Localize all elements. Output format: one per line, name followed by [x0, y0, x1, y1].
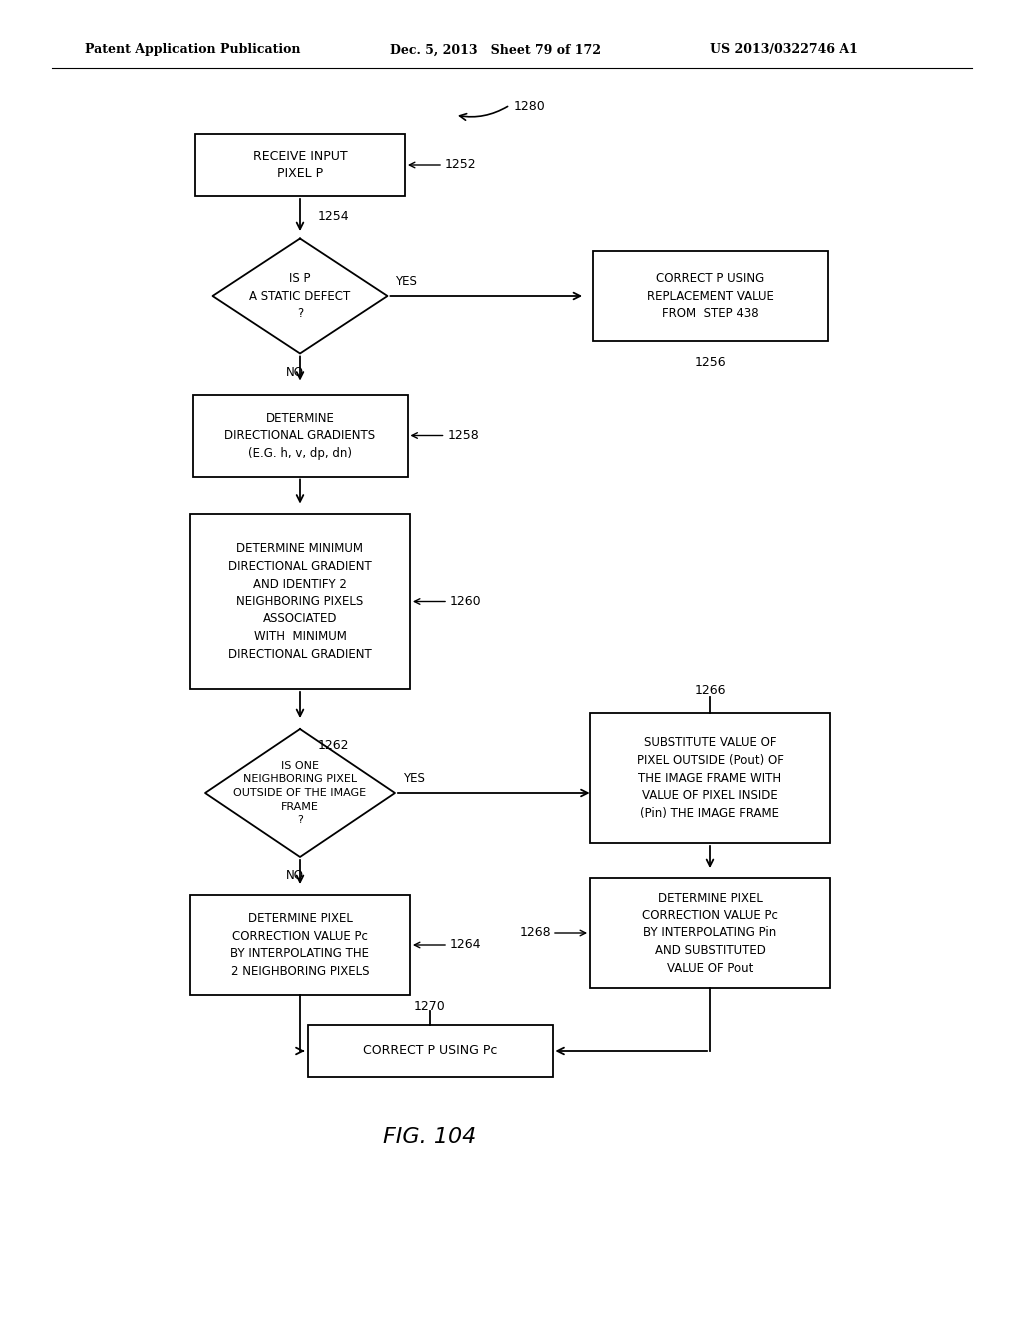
Text: 1262: 1262	[318, 739, 349, 752]
Text: YES: YES	[403, 772, 425, 785]
Bar	[190, 895, 410, 995]
Text: IS ONE
NEIGHBORING PIXEL
OUTSIDE OF THE IMAGE
FRAME
?: IS ONE NEIGHBORING PIXEL OUTSIDE OF THE …	[233, 760, 367, 825]
Text: YES: YES	[395, 275, 418, 288]
Text: 1270: 1270	[414, 1001, 445, 1014]
Bar	[190, 513, 410, 689]
Text: DETERMINE PIXEL
CORRECTION VALUE Pc
BY INTERPOLATING Pin
AND SUBSTITUTED
VALUE O: DETERMINE PIXEL CORRECTION VALUE Pc BY I…	[642, 891, 778, 974]
Text: 1266: 1266	[694, 685, 726, 697]
Text: DETERMINE MINIMUM
DIRECTIONAL GRADIENT
AND IDENTIFY 2
NEIGHBORING PIXELS
ASSOCIA: DETERMINE MINIMUM DIRECTIONAL GRADIENT A…	[228, 543, 372, 660]
Text: 1264: 1264	[450, 939, 481, 952]
Bar	[193, 395, 408, 477]
Text: CORRECT P USING Pc: CORRECT P USING Pc	[362, 1044, 498, 1057]
Text: 1254: 1254	[318, 210, 349, 223]
Text: FIG. 104: FIG. 104	[383, 1127, 476, 1147]
Text: CORRECT P USING
REPLACEMENT VALUE
FROM  STEP 438: CORRECT P USING REPLACEMENT VALUE FROM S…	[646, 272, 773, 319]
Text: Patent Application Publication: Patent Application Publication	[85, 44, 300, 57]
Text: 1252: 1252	[445, 158, 476, 172]
Text: 1256: 1256	[694, 356, 726, 370]
Bar	[590, 713, 830, 843]
Bar	[590, 878, 830, 987]
Bar	[195, 135, 406, 195]
Text: 1258: 1258	[447, 429, 479, 442]
Text: DETERMINE PIXEL
CORRECTION VALUE Pc
BY INTERPOLATING THE
2 NEIGHBORING PIXELS: DETERMINE PIXEL CORRECTION VALUE Pc BY I…	[230, 912, 370, 978]
Bar	[593, 251, 827, 341]
Text: US 2013/0322746 A1: US 2013/0322746 A1	[710, 44, 858, 57]
Text: 1280: 1280	[514, 100, 546, 114]
Text: 1268: 1268	[520, 927, 552, 940]
Text: Dec. 5, 2013   Sheet 79 of 172: Dec. 5, 2013 Sheet 79 of 172	[390, 44, 601, 57]
Text: RECEIVE INPUT
PIXEL P: RECEIVE INPUT PIXEL P	[253, 149, 347, 181]
Text: DETERMINE
DIRECTIONAL GRADIENTS
(E.G. h, v, dp, dn): DETERMINE DIRECTIONAL GRADIENTS (E.G. h,…	[224, 412, 376, 459]
Text: NO: NO	[286, 366, 304, 379]
Text: IS P
A STATIC DEFECT
?: IS P A STATIC DEFECT ?	[250, 272, 350, 319]
Text: SUBSTITUTE VALUE OF
PIXEL OUTSIDE (Pout) OF
THE IMAGE FRAME WITH
VALUE OF PIXEL : SUBSTITUTE VALUE OF PIXEL OUTSIDE (Pout)…	[637, 737, 783, 820]
Bar	[307, 1026, 553, 1077]
Text: 1260: 1260	[450, 595, 481, 609]
Text: NO: NO	[286, 869, 304, 882]
